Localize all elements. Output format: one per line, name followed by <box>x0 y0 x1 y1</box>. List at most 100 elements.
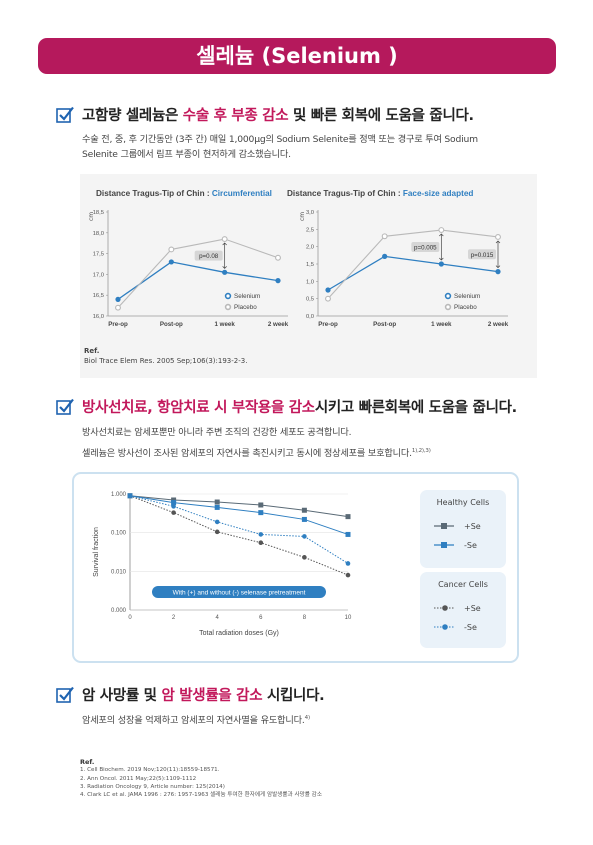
legend-cancer-title: Cancer Cells <box>438 580 488 589</box>
p-value-badge <box>411 242 440 253</box>
placebo-point <box>325 295 331 302</box>
survival-chart: 0.000 0.010 0.100 1.000 0 2 4 6 8 10 Total radiati… <box>93 492 352 637</box>
x-tick-label: Pre-op <box>108 321 128 328</box>
placebo-point <box>221 236 228 242</box>
dot-marker <box>171 504 176 509</box>
dot-marker <box>258 532 264 537</box>
dot-marker <box>302 534 307 539</box>
y-tick-label: 0,0 <box>306 314 314 320</box>
selenium-point <box>495 269 501 275</box>
section-body: 방사선치료는 암세포뿐만 아니라 주변 조직의 건강한 세포도 공격합니다. 셀… <box>82 423 431 463</box>
x-tick-label: 1 week <box>215 321 236 328</box>
bracket-arrows <box>222 242 227 269</box>
dot-marker <box>258 540 264 546</box>
bracket-arrows <box>439 233 444 261</box>
y-tick-label: 0.000 <box>111 608 127 614</box>
legend-cancer: Cancer Cells +Se -Se <box>420 572 506 648</box>
figure-reference: Ref. Biol Trace Elem Res. 2005 Sep;106(3… <box>84 346 247 366</box>
legend-placebo-marker <box>224 303 232 311</box>
legend-healthy-keys: +Se -Se <box>434 522 481 550</box>
references-title: Ref. <box>80 758 95 766</box>
reference-item: 3. Radiation Oncology 9, Article number:… <box>80 783 225 790</box>
placebo-point <box>495 234 501 240</box>
square-marker <box>345 531 351 537</box>
y-tick-label: 16,0 <box>93 314 104 320</box>
x-tick-label: 6 <box>259 615 263 621</box>
y-tick-label: 17,0 <box>93 272 104 278</box>
series-line <box>129 495 349 564</box>
body-line: 방사선치료는 암세포뿐만 아니라 주변 조직의 건강한 세포도 공격합니다. <box>82 427 352 438</box>
series-line <box>129 495 349 518</box>
checkbox-icon <box>56 106 74 123</box>
y-tick-label: 1.000 <box>111 492 127 498</box>
dot-marker <box>302 555 307 560</box>
selenium-point <box>382 253 388 259</box>
y-tick-label: 1,0 <box>306 279 314 285</box>
legend-dot-marker <box>442 605 448 611</box>
placebo-point <box>168 246 175 253</box>
checkbox-icon <box>56 398 74 415</box>
x-tick-label: 4 <box>216 615 220 621</box>
x-tick-label: 10 <box>345 615 352 621</box>
dot-marker <box>171 510 176 515</box>
legend-placebo-marker <box>444 303 452 311</box>
legend-label-minus: -Se <box>464 623 477 632</box>
square-marker <box>345 514 351 520</box>
legend-healthy: Healthy Cells +Se -Se <box>420 490 506 568</box>
section-body: 암세포의 성장을 억제하고 암세포의 자연사멸을 유도합니다.4) <box>82 711 310 728</box>
x-tick-label: 2 <box>172 615 176 621</box>
dot-marker <box>214 529 220 535</box>
section-body: 수술 전, 중, 후 기간동안 (3주 간) 매일 1,000μg의 Sodiu… <box>82 132 478 162</box>
x-axis-label: Total radiation doses (Gy) <box>199 630 279 637</box>
y-tick-label: 3,0 <box>306 210 314 216</box>
y-tick-label: 0.100 <box>111 531 127 537</box>
chart-left-title: Distance Tragus-Tip of Chin : Circumfere… <box>96 189 272 198</box>
series-line-selenium <box>117 261 279 300</box>
legend-healthy-title: Healthy Cells <box>436 498 490 507</box>
series-line-placebo <box>117 238 279 309</box>
placebo-point <box>115 304 121 311</box>
square-marker <box>214 504 220 510</box>
p-value-label: p=0.015 <box>471 252 494 259</box>
series-line-placebo <box>327 229 499 300</box>
legend-label-minus: -Se <box>464 541 477 550</box>
x-tick-label: 2 week <box>488 321 509 328</box>
y-tick-label: 1,5 <box>306 262 314 268</box>
series-line <box>129 495 349 576</box>
selenium-point <box>115 296 121 302</box>
y-tick-label: 2,5 <box>306 227 314 233</box>
p-value-label: p=0.08 <box>199 253 219 260</box>
legend-dot-marker <box>442 624 448 630</box>
selenium-point <box>325 287 331 293</box>
y-tick-label: 18,5 <box>93 210 104 216</box>
series-line <box>129 495 349 535</box>
section-heading-text: 암 사망률 및 암 발생률을 감소 시킵니다. <box>82 688 325 704</box>
legend-selenium-marker <box>224 292 232 300</box>
x-tick-label: 1 week <box>431 321 452 328</box>
series-line-selenium <box>327 255 499 291</box>
page-title-banner: 셀레늄 (Selenium ) <box>38 38 556 74</box>
x-tick-label: 8 <box>303 615 307 621</box>
legend-square-marker <box>441 542 447 548</box>
checkbox-icon <box>56 686 74 703</box>
legend-cancer-keys: +Se -Se <box>434 604 481 632</box>
section-heading-mortality: 암 사망률 및 암 발생률을 감소 시킵니다. <box>56 684 325 705</box>
selenium-point <box>438 261 444 267</box>
reference-item: 4. Clark LC et al. JAMA 1996 : 276: 1957… <box>80 792 322 799</box>
y-tick-label: 0,5 <box>306 297 314 303</box>
square-marker <box>301 516 307 522</box>
x-tick-label: 2 week <box>268 321 289 328</box>
x-tick-label: Pre-op <box>318 321 338 328</box>
placebo-point <box>275 254 281 261</box>
square-marker <box>258 502 264 508</box>
pretreatment-banner-text: With (+) and without (-) selenase pretre… <box>173 590 306 597</box>
body-line: 수술 전, 중, 후 기간동안 (3주 간) 매일 1,000μg의 Sodiu… <box>82 134 478 145</box>
body-line: 암세포의 성장을 억제하고 암세포의 자연사멸을 유도합니다.4) <box>82 715 310 727</box>
x-tick-label: Post-op <box>160 321 183 328</box>
survival-figure: 0.000 0.010 0.100 1.000 0 2 4 6 8 10 Total radiati… <box>72 472 519 663</box>
y-tick-label: 17,5 <box>93 252 104 258</box>
legend-selenium-marker <box>444 292 452 300</box>
placebo-point <box>381 233 388 240</box>
p-value-badge <box>468 249 496 260</box>
square-marker <box>171 500 177 506</box>
